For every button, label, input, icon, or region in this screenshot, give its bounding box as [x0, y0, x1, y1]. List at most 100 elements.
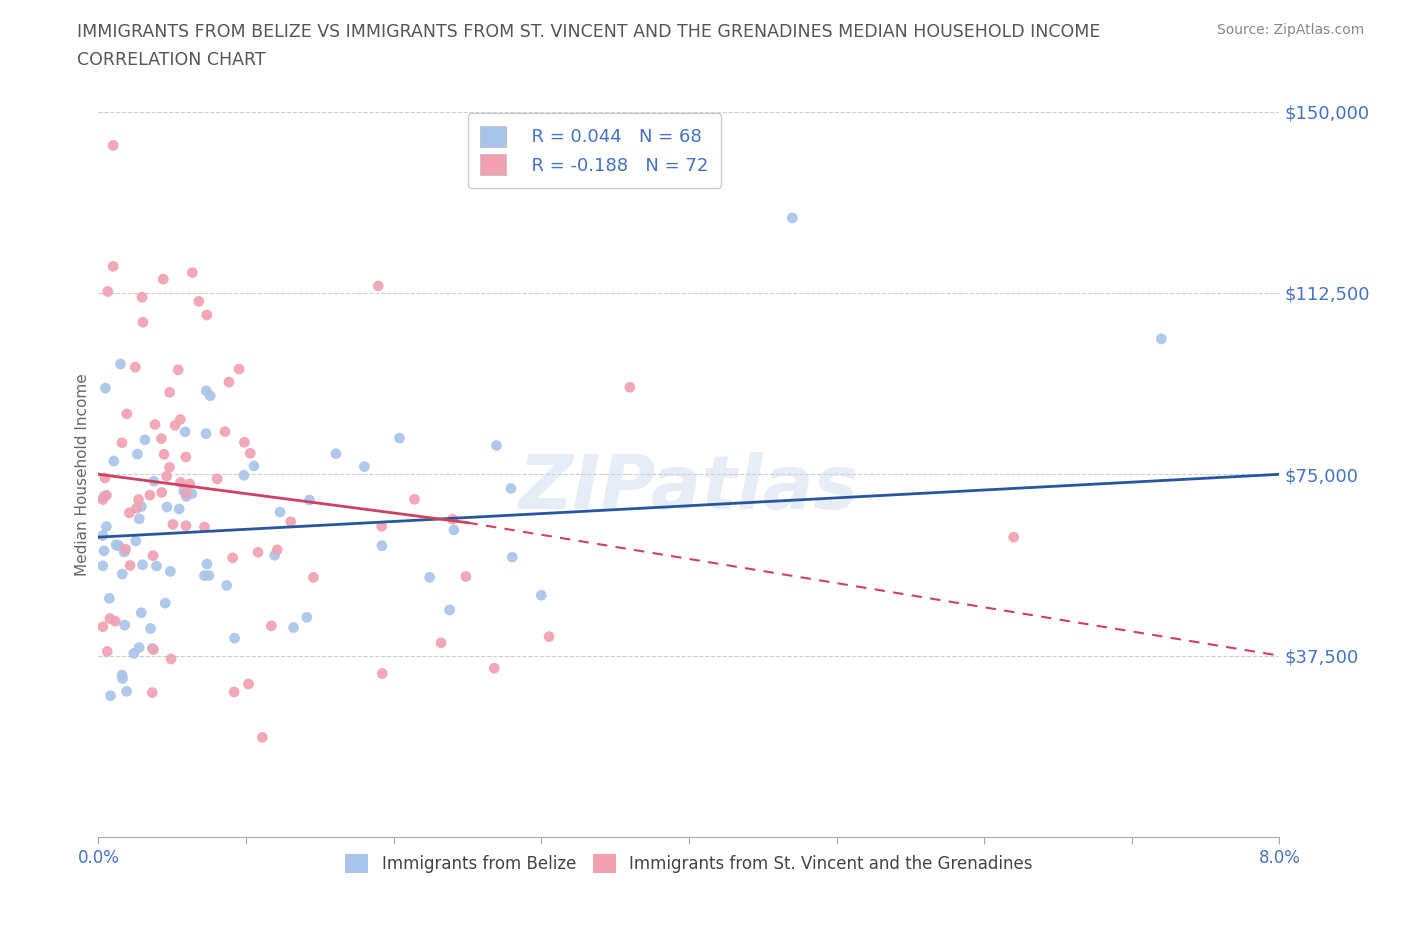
Legend: Immigrants from Belize, Immigrants from St. Vincent and the Grenadines: Immigrants from Belize, Immigrants from … — [339, 847, 1039, 880]
Point — [173, 484, 195, 498]
Point — [167, 501, 190, 516]
Point — [187, 294, 209, 309]
Point — [131, 557, 153, 572]
Point — [298, 493, 321, 508]
Point — [353, 459, 375, 474]
Point — [371, 538, 394, 553]
Point — [252, 730, 274, 745]
Point — [111, 671, 134, 685]
Point — [105, 538, 128, 552]
Point — [145, 559, 167, 574]
Point — [134, 432, 156, 447]
Point — [269, 505, 291, 520]
Point — [120, 558, 142, 573]
Point — [484, 661, 506, 676]
Point — [195, 426, 218, 441]
Point — [111, 668, 134, 683]
Point — [218, 375, 240, 390]
Point — [260, 618, 283, 633]
Point — [180, 486, 202, 501]
Point — [159, 385, 181, 400]
Point — [114, 542, 136, 557]
Point — [103, 138, 125, 153]
Point — [142, 548, 165, 563]
Point — [485, 438, 508, 453]
Point — [195, 308, 218, 323]
Y-axis label: Median Household Income: Median Household Income — [75, 373, 90, 576]
Point — [127, 446, 149, 461]
Point — [96, 487, 118, 502]
Point — [538, 630, 561, 644]
Point — [143, 418, 166, 432]
Point — [111, 435, 134, 450]
Point — [370, 519, 392, 534]
Point — [141, 685, 163, 700]
Point — [165, 418, 187, 432]
Point — [107, 538, 129, 553]
Point — [91, 492, 114, 507]
Point — [115, 684, 138, 698]
Point — [266, 542, 288, 557]
Point — [132, 314, 155, 329]
Point — [94, 380, 117, 395]
Point — [174, 449, 197, 464]
Point — [232, 468, 254, 483]
Point — [107, 538, 129, 553]
Point — [530, 588, 553, 603]
Point — [131, 499, 153, 514]
Point — [181, 265, 204, 280]
Point — [125, 500, 148, 515]
Point — [283, 620, 305, 635]
Point — [115, 406, 138, 421]
Text: CORRELATION CHART: CORRELATION CHART — [77, 51, 266, 69]
Point — [93, 489, 115, 504]
Point — [222, 551, 245, 565]
Point — [430, 635, 453, 650]
Point — [195, 557, 218, 572]
Point — [114, 618, 136, 632]
Point — [419, 570, 441, 585]
Point — [239, 445, 262, 460]
Point — [367, 279, 389, 294]
Point — [295, 610, 318, 625]
Point — [152, 272, 174, 286]
Point — [98, 611, 121, 626]
Point — [1150, 331, 1173, 346]
Point — [782, 210, 804, 225]
Point — [103, 454, 125, 469]
Point — [94, 471, 117, 485]
Point — [139, 621, 162, 636]
Point — [263, 548, 285, 563]
Point — [174, 424, 197, 439]
Point — [122, 646, 145, 661]
Point — [156, 499, 179, 514]
Point — [443, 523, 465, 538]
Point — [174, 518, 197, 533]
Point — [439, 603, 461, 618]
Point — [153, 447, 176, 462]
Point — [224, 631, 246, 645]
Point — [193, 568, 215, 583]
Point — [179, 476, 201, 491]
Point — [155, 469, 177, 484]
Point — [619, 379, 641, 394]
Point — [174, 485, 197, 500]
Point — [159, 564, 181, 578]
Point — [131, 290, 153, 305]
Point — [371, 666, 394, 681]
Point — [142, 473, 165, 488]
Point — [243, 458, 266, 473]
Point — [302, 570, 325, 585]
Point — [139, 487, 162, 502]
Point — [91, 619, 114, 634]
Point — [207, 472, 229, 486]
Point — [238, 676, 260, 691]
Point — [228, 362, 250, 377]
Point — [96, 644, 118, 658]
Point — [91, 528, 114, 543]
Point — [129, 605, 152, 620]
Point — [118, 505, 141, 520]
Point — [247, 545, 270, 560]
Point — [128, 640, 150, 655]
Point — [233, 435, 256, 450]
